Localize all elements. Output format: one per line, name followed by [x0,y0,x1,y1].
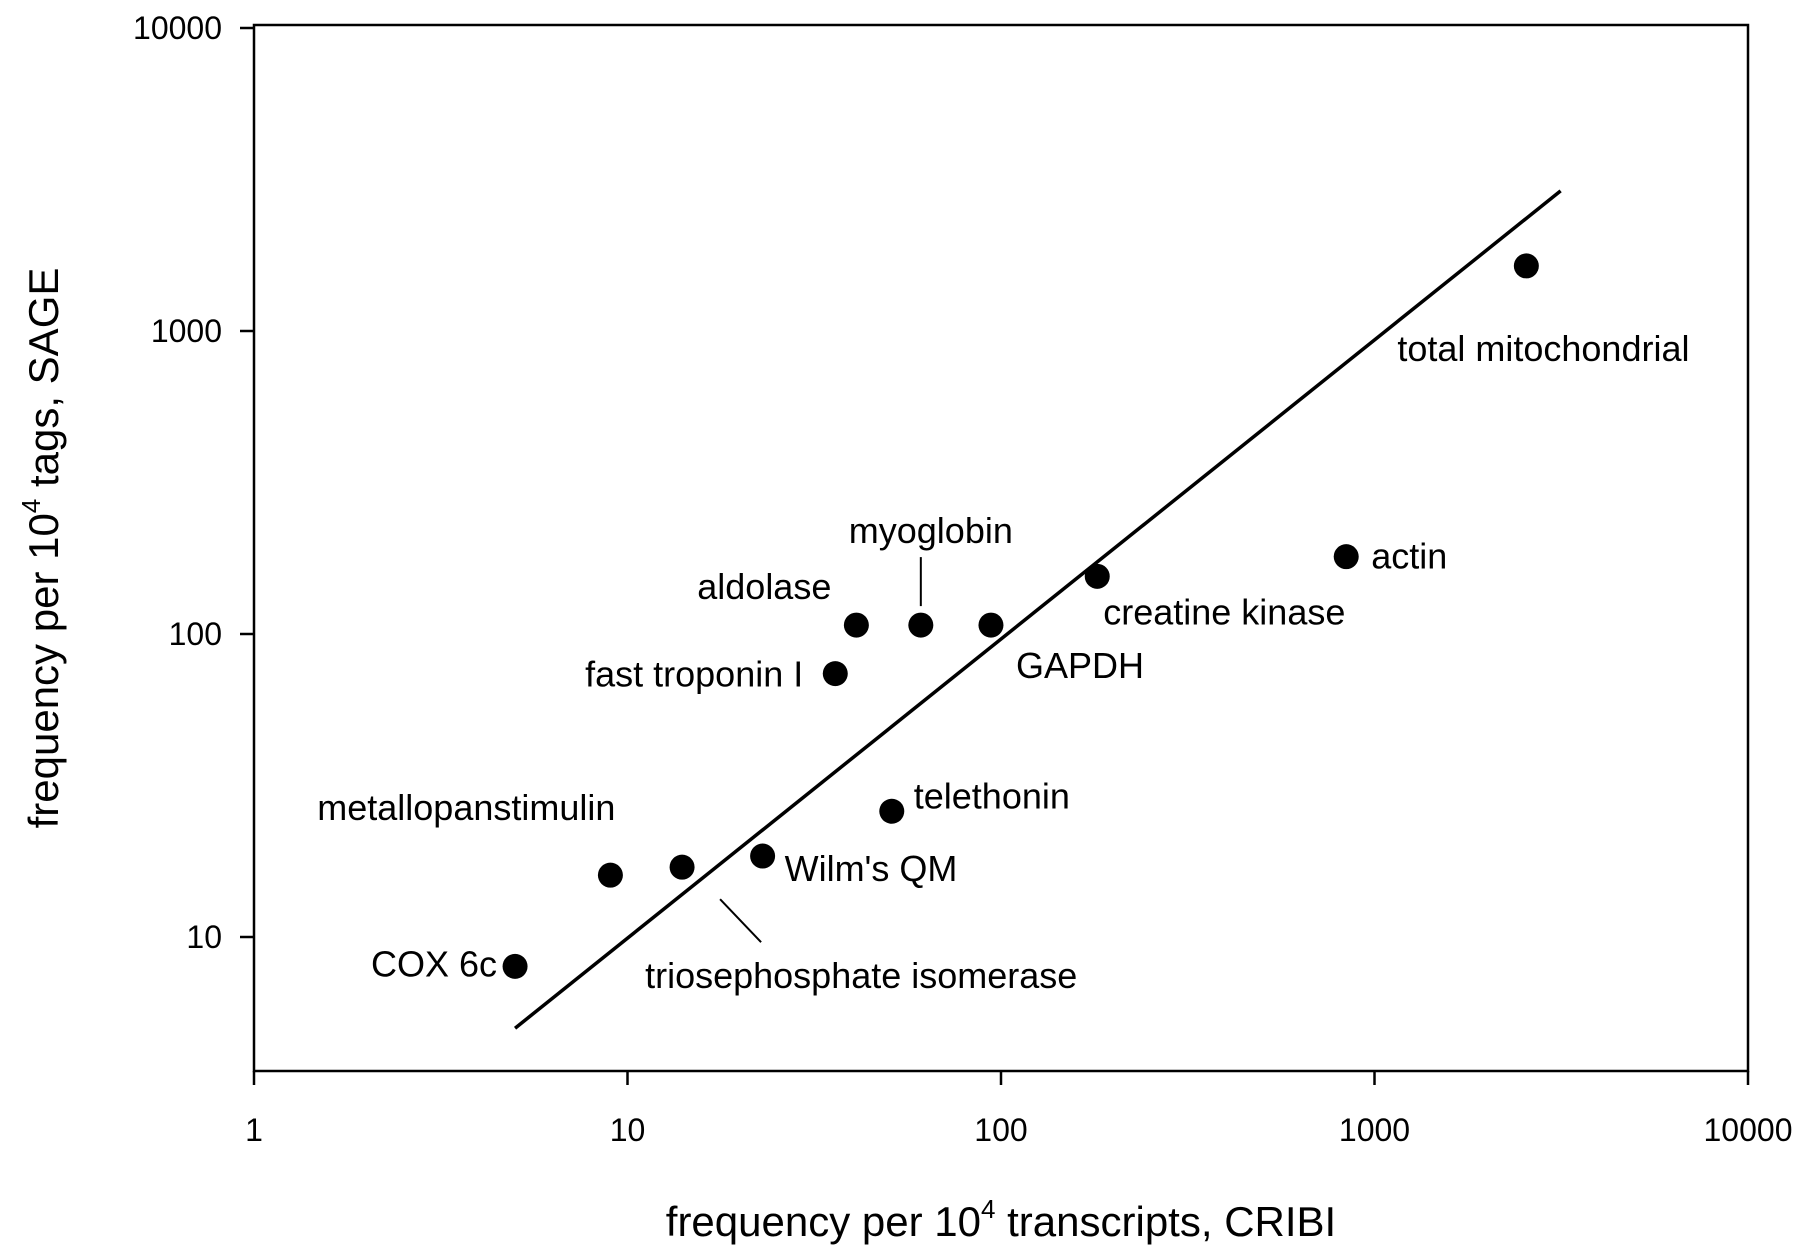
data-point [978,612,1004,638]
x-tick-label: 100 [974,1112,1027,1148]
x-axis-ticks: 1 10 100 1000 10000 [245,1071,1792,1148]
data-point [908,612,934,638]
leader-lines [719,557,922,943]
y-axis-ticks: 10 100 1000 10000 [133,10,254,955]
point-label: telethonin [914,775,1070,816]
data-point [669,854,695,880]
point-label: total mitochondrial [1397,328,1689,369]
y-tick-label: 100 [169,616,222,652]
data-points [502,253,1539,979]
point-label: COX 6c [371,943,497,984]
x-axis-title: frequency per 104 transcripts, CRIBI [666,1194,1336,1245]
data-point [750,843,776,869]
y-axis-title: frequency per 104 tags, SAGE [16,268,67,829]
x-tick-label: 10000 [1704,1112,1793,1148]
data-point [1333,544,1359,570]
y-tick-label: 1000 [151,313,222,349]
point-label: fast troponin I [585,654,803,695]
point-label: GAPDH [1016,645,1144,686]
x-tick-label: 10 [610,1112,646,1148]
x-tick-label: 1000 [1339,1112,1410,1148]
data-point [1084,563,1110,589]
y-tick-label: 10 [186,919,222,955]
y-tick-label: 10000 [133,10,222,46]
point-labels: COX 6c metallopanstimulin triosephosphate … [317,328,1689,996]
data-point [843,612,869,638]
leader-line [719,898,762,943]
point-label: myoglobin [849,510,1013,551]
point-label: actin [1371,536,1447,577]
point-label: metallopanstimulin [317,787,615,828]
x-tick-label: 1 [245,1112,263,1148]
point-label: Wilm's QM [785,848,958,889]
point-label: aldolase [697,566,831,607]
data-point [1513,253,1539,279]
data-point [879,798,905,824]
point-label: creatine kinase [1103,591,1345,632]
regression-line [513,189,1562,1030]
data-point [502,953,528,979]
data-point [597,862,623,888]
data-point [822,661,848,687]
point-label: triosephosphate isomerase [645,955,1077,996]
